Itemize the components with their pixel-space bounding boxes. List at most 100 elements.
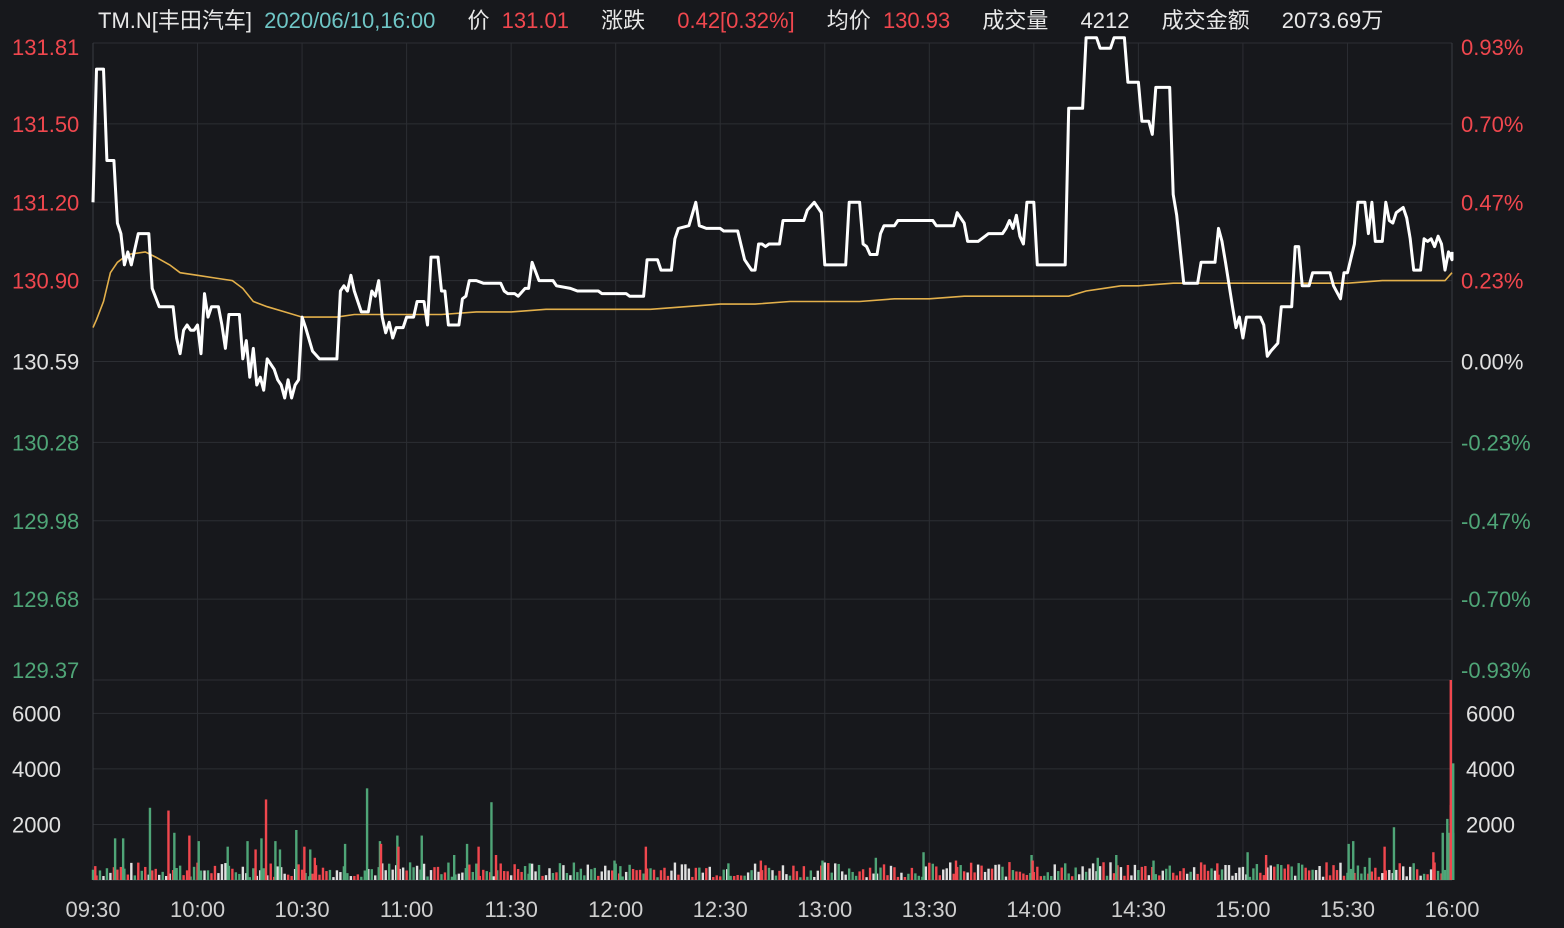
price-tick-label: 129.37: [12, 658, 79, 683]
volume-bar: [360, 876, 363, 880]
volume-bar: [684, 864, 687, 880]
volume-bar: [821, 860, 824, 880]
volume-bar: [663, 867, 666, 880]
volume-bar: [217, 873, 220, 880]
volume-bar: [548, 868, 551, 880]
volume-bar: [729, 875, 732, 880]
volume-bar: [528, 863, 531, 880]
volume-bar: [494, 855, 498, 880]
volume-bar: [1391, 873, 1394, 880]
volume-bar: [1426, 874, 1429, 880]
volume-bar: [691, 876, 694, 880]
volume-bar: [954, 860, 958, 880]
volume-bar: [1318, 866, 1321, 880]
volume-bar: [1293, 875, 1297, 880]
volume-bar: [335, 870, 339, 880]
volume-bar: [1264, 855, 1268, 880]
volume-bar: [1039, 876, 1043, 880]
volume-bar: [677, 874, 680, 880]
volume-bar: [670, 870, 673, 880]
volume-bar: [604, 865, 607, 880]
volume-bar: [105, 868, 109, 880]
volume-label: 成交量: [982, 8, 1049, 33]
percent-tick-label: -0.47%: [1461, 509, 1531, 534]
volume-bar: [847, 868, 851, 880]
volume-bar: [764, 865, 767, 880]
volume-bar: [642, 873, 645, 880]
volume-bar: [206, 870, 210, 880]
volume-bar: [297, 864, 300, 880]
volume-bar: [91, 869, 95, 880]
volume-bar: [969, 862, 973, 880]
volume-bar: [1276, 864, 1279, 880]
volume-bar: [1137, 870, 1140, 880]
avg-price-line: [92, 251, 1453, 328]
volume-bar: [1304, 867, 1307, 880]
volume-bar: [767, 867, 771, 880]
volume-bar: [1241, 866, 1245, 880]
volume-bar: [1368, 857, 1371, 880]
time-axis: 09:30 10:00 10:30 11:00 11:30 12:00 12:30 13:00…: [65, 897, 1479, 922]
volume-bar: [638, 869, 642, 880]
volume-bar: [945, 868, 948, 880]
volume-bar: [701, 872, 705, 880]
volume-bar: [572, 862, 576, 880]
volume-bar: [1192, 867, 1196, 880]
volume-bar: [619, 866, 622, 880]
percent-axis: 0.93% 0.70% 0.47% 0.23% 0.00% -0.23% -0.47% -0.…: [1461, 35, 1531, 837]
volume-bar: [1213, 870, 1217, 880]
volume-bar: [1363, 866, 1367, 880]
avg-label: 均价: [826, 8, 871, 33]
volume-bar: [837, 863, 840, 880]
percent-tick-label: -0.93%: [1461, 658, 1531, 683]
volume-bar: [1096, 857, 1099, 880]
volume-bar: [746, 872, 750, 880]
volume-bar: [739, 875, 743, 880]
volume-bar: [1161, 870, 1164, 880]
time-tick-label: 12:30: [693, 897, 748, 922]
volume-bar: [116, 869, 119, 880]
volume-bar: [931, 863, 934, 880]
volume-bar: [1287, 864, 1290, 880]
volume-bar: [1147, 875, 1151, 880]
volume-bar: [520, 871, 523, 880]
volume-bar: [356, 874, 360, 880]
volume-bar: [938, 875, 941, 880]
volume-bar: [551, 873, 555, 880]
volume-bar: [687, 868, 691, 880]
volume-bar: [379, 843, 383, 880]
volume-bar: [405, 870, 408, 880]
volume-bar: [694, 867, 698, 880]
volume-bar: [226, 846, 229, 880]
volume-bar: [121, 838, 125, 880]
volume-bar: [1311, 869, 1314, 880]
volume-bar: [1133, 864, 1137, 880]
price-tick-label: 130.28: [12, 430, 79, 455]
volume-bar: [499, 863, 502, 880]
volume-bar: [628, 864, 631, 880]
volume-bar: [593, 867, 596, 880]
volume-bar: [1356, 865, 1360, 880]
volume-bar: [1374, 867, 1377, 880]
volume-bar: [827, 863, 830, 880]
volume-bar: [959, 865, 962, 880]
volume-bar: [178, 865, 182, 880]
volume-bar: [1102, 862, 1105, 880]
volume-bar: [290, 875, 293, 880]
volume-bar: [879, 867, 882, 880]
volume-bar: [942, 869, 945, 880]
volume-bar: [203, 870, 206, 880]
volume-bar: [475, 863, 478, 880]
volume-bar: [1116, 865, 1119, 880]
volume-bar: [882, 864, 886, 880]
volume-bar: [1412, 863, 1415, 880]
volume-bar: [185, 870, 189, 880]
volume-tick-label: 4000: [12, 757, 61, 782]
volume-bar: [774, 875, 778, 880]
volume-bar: [210, 873, 213, 880]
price-tick-label: 131.20: [12, 190, 79, 215]
volume-bar: [1402, 866, 1405, 880]
volume-bar: [851, 871, 854, 880]
volume-bar: [300, 869, 304, 880]
volume-bar: [997, 864, 1001, 880]
